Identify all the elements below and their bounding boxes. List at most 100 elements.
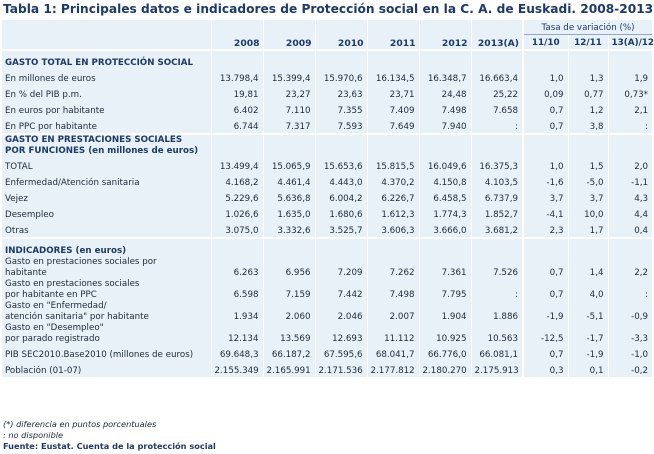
value-cell: 6.402: [210, 101, 263, 117]
value-cell: 24,48: [418, 85, 471, 101]
value-cell: 66.081,1: [470, 345, 523, 361]
rate-cell: 0,4: [607, 221, 653, 238]
year-header: 2008: [210, 34, 263, 51]
value-cell: 4.443,0: [314, 173, 367, 189]
table-row: Gasto en "Enfermedad/atención sanitaria"…: [2, 301, 653, 323]
value-cell: 66.187,2: [262, 345, 315, 361]
row-label: Enfermedad/Atención sanitaria: [2, 173, 211, 189]
table-row: Enfermedad/Atención sanitaria 4.168,2 4.46…: [2, 173, 653, 189]
table-row: Otras 3.075,0 3.332,6 3.525,7 3.606,3 3.666,0…: [2, 221, 653, 238]
value-cell: 7.593: [314, 117, 367, 134]
rate-cell: -4,1: [522, 205, 568, 221]
value-cell: 15.653,6: [314, 157, 367, 173]
table-row: En millones de euros 13.798,4 15.399,4 15.9…: [2, 69, 653, 85]
value-cell: 2.177.812: [366, 361, 419, 377]
tasa-col-header: 13(A)/12: [607, 34, 654, 51]
value-cell: 66.776,0: [418, 345, 471, 361]
value-cell: 7.409: [366, 101, 419, 117]
section-heading: POR FUNCIONES (en millones de euros): [2, 146, 211, 157]
rate-cell: 0,7: [522, 345, 568, 361]
value-cell: 5.636,8: [262, 189, 315, 205]
rate-cell: 4,3: [607, 189, 653, 205]
value-cell: 13.499,4: [210, 157, 263, 173]
row-label: TOTAL: [2, 157, 211, 173]
rate-cell: 2,3: [522, 221, 568, 238]
row-label-line: habitante: [5, 268, 47, 278]
row-label-line: Gasto en prestaciones sociales por: [5, 257, 157, 267]
value-cell: 2.060: [262, 301, 315, 323]
value-cell: 7.159: [262, 279, 315, 301]
rate-cell: -12,5: [522, 323, 568, 345]
rate-cell: 0,3: [522, 361, 568, 377]
rate-cell: 0,77: [567, 85, 608, 101]
year-header: 2013(A): [470, 34, 523, 51]
table-row: Gasto en "Desempleo" por parado registrad…: [2, 323, 653, 345]
value-cell: 2.175.913: [470, 361, 523, 377]
section-gasto-total: GASTO TOTAL EN PROTECCIÓN SOCIAL: [2, 57, 653, 69]
rate-cell: 3,8: [567, 117, 608, 134]
row-label: Gasto en "Desempleo" por parado registrad…: [2, 323, 211, 345]
data-table: Tasa de variación (%) 2008 2009 2010 201…: [2, 20, 654, 377]
value-cell: 2.165.991: [262, 361, 315, 377]
row-label: PIB SEC2010.Base2010 (millones de euros): [2, 345, 211, 361]
value-cell: 4.150,8: [418, 173, 471, 189]
row-label-line: Gasto en prestaciones sociales: [5, 279, 140, 289]
value-cell: 6.737,9: [470, 189, 523, 205]
value-cell: 11.112: [366, 323, 419, 345]
value-cell: 4.103,5: [470, 173, 523, 189]
rate-cell: -0,9: [607, 301, 653, 323]
header-row-years: 2008 2009 2010 2011 2012 2013(A) 11/10 1…: [2, 34, 654, 51]
year-header: 2012: [418, 34, 471, 51]
rate-cell: -3,3: [607, 323, 653, 345]
table-row: Gasto en prestaciones sociales por habita…: [2, 279, 653, 301]
value-cell: 6.458,5: [418, 189, 471, 205]
table-row: Vejez 5.229,6 5.636,8 6.004,2 6.226,7 6.458,5…: [2, 189, 653, 205]
value-cell: 16.348,7: [418, 69, 471, 85]
row-label: En millones de euros: [2, 69, 211, 85]
value-cell: 1.635,0: [262, 205, 315, 221]
value-cell: 68.041,7: [366, 345, 419, 361]
value-cell: 1.904: [418, 301, 471, 323]
value-cell: 15.399,4: [262, 69, 315, 85]
value-cell: 25,22: [470, 85, 523, 101]
value-cell: 7.317: [262, 117, 315, 134]
table-row: TOTAL 13.499,4 15.065,9 15.653,6 15.815,5 16.…: [2, 157, 653, 173]
rate-cell: 0,7: [522, 279, 568, 301]
rate-cell: 2,0: [607, 157, 653, 173]
value-cell: 4.370,2: [366, 173, 419, 189]
value-cell: 16.663,4: [470, 69, 523, 85]
value-cell: 7.361: [418, 257, 471, 279]
value-cell: 2.155.349: [210, 361, 263, 377]
value-cell: 2.007: [366, 301, 419, 323]
value-cell: 67.595,6: [314, 345, 367, 361]
rate-cell: 0,73*: [607, 85, 653, 101]
value-cell: 6.226,7: [366, 189, 419, 205]
rate-cell: -0,2: [607, 361, 653, 377]
value-cell: 15.970,6: [314, 69, 367, 85]
rate-cell: 1,9: [607, 69, 653, 85]
year-header: 2009: [262, 34, 315, 51]
value-cell: 7.209: [314, 257, 367, 279]
rate-cell: 3,7: [522, 189, 568, 205]
rate-cell: 1,0: [522, 69, 568, 85]
value-cell: 6.956: [262, 257, 315, 279]
value-cell: 1.680,6: [314, 205, 367, 221]
value-cell: 7.658: [470, 101, 523, 117]
table-row: Desempleo 1.026,6 1.635,0 1.680,6 1.612,3 1.7…: [2, 205, 653, 221]
value-cell: 10.563: [470, 323, 523, 345]
value-cell: :: [470, 117, 523, 134]
value-cell: 3.666,0: [418, 221, 471, 238]
source-note: Fuente: Eustat. Cuenta de la protección …: [3, 441, 216, 451]
rate-cell: -1,7: [567, 323, 608, 345]
value-cell: 1.774,3: [418, 205, 471, 221]
rate-cell: 2,2: [607, 257, 653, 279]
rate-cell: 4,0: [567, 279, 608, 301]
row-label: Vejez: [2, 189, 211, 205]
value-cell: 1.612,3: [366, 205, 419, 221]
rate-cell: 0,7: [522, 257, 568, 279]
value-cell: 13.569: [262, 323, 315, 345]
rate-cell: 4,4: [607, 205, 653, 221]
value-cell: 7.649: [366, 117, 419, 134]
value-cell: 2.180.270: [418, 361, 471, 377]
section-indicadores: INDICADORES (en euros): [2, 245, 653, 257]
